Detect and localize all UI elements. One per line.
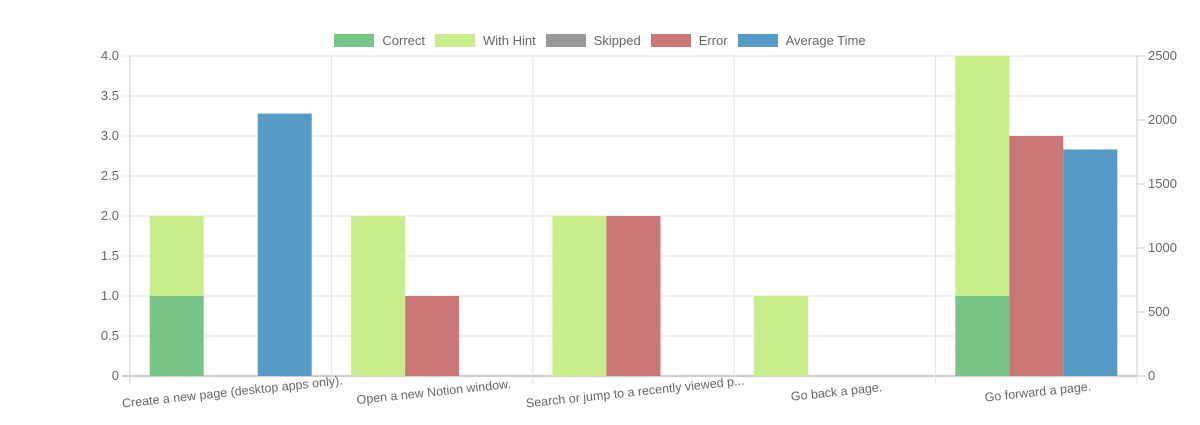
y-left-tick-label: 3.5 [101, 88, 119, 103]
y-right-tick-label: 500 [1148, 304, 1170, 319]
legend-item-with-hint[interactable]: With Hint [435, 33, 536, 48]
legend-item-skipped[interactable]: Skipped [545, 32, 641, 48]
bar-error [405, 296, 460, 376]
legend-swatch-error [650, 33, 691, 47]
y-left-tick-label: 2.0 [101, 208, 119, 223]
legend-item-correct[interactable]: Correct [334, 33, 425, 48]
bar-error [606, 216, 661, 376]
bar-with-hint [149, 216, 204, 296]
y-left-tick-label: 0 [112, 368, 119, 383]
y-left-tick-label: 1.5 [101, 248, 119, 263]
y-right-tick-label: 1000 [1148, 240, 1177, 255]
y-right-tick-label: 0 [1148, 368, 1155, 383]
x-tick-label: Create a new page (desktop apps only). [121, 373, 343, 410]
legend-item-average-time[interactable]: Average Time [737, 32, 866, 48]
y-left-tick-label: 3.0 [101, 128, 119, 143]
y-left-tick-label: 1.0 [101, 288, 119, 303]
y-right-tick-label: 2000 [1148, 112, 1177, 127]
y-left-tick-label: 0.5 [101, 328, 119, 343]
legend-label-skipped: Skipped [593, 32, 641, 48]
legend-item-error[interactable]: Error [650, 32, 728, 48]
bar-with-hint [552, 216, 607, 376]
bar-average-time [257, 113, 312, 376]
bar-correct [149, 296, 204, 376]
x-tick-label: Go back a page. [790, 380, 883, 404]
x-tick-label: Search or jump to a recently viewed p... [525, 374, 745, 411]
legend-label-correct: Correct [382, 32, 426, 48]
x-tick-label: Go forward a page. [984, 379, 1092, 404]
bar-average-time [1063, 149, 1118, 376]
legend-swatch-with-hint [435, 33, 476, 47]
y-right-tick-label: 2500 [1148, 48, 1177, 63]
y-right-tick-label: 1500 [1148, 176, 1177, 191]
legend-label-average-time: Average Time [785, 32, 866, 48]
legend-label-error: Error [698, 32, 728, 48]
bar-with-hint [753, 296, 808, 376]
x-tick-label: Open a new Notion window. [356, 377, 512, 407]
legend-swatch-skipped [545, 33, 586, 47]
bar-with-hint [955, 56, 1010, 296]
chart-legend: Correct With Hint Skipped Error Average … [0, 30, 1200, 50]
bar-correct [955, 296, 1010, 376]
bar-error [1009, 136, 1064, 376]
legend-swatch-correct [334, 33, 375, 47]
legend-swatch-average-time [737, 33, 778, 47]
y-left-tick-label: 2.5 [101, 168, 119, 183]
y-left-tick-label: 4.0 [101, 48, 119, 63]
legend-label-with-hint: With Hint [483, 32, 536, 48]
bar-with-hint [351, 216, 406, 376]
